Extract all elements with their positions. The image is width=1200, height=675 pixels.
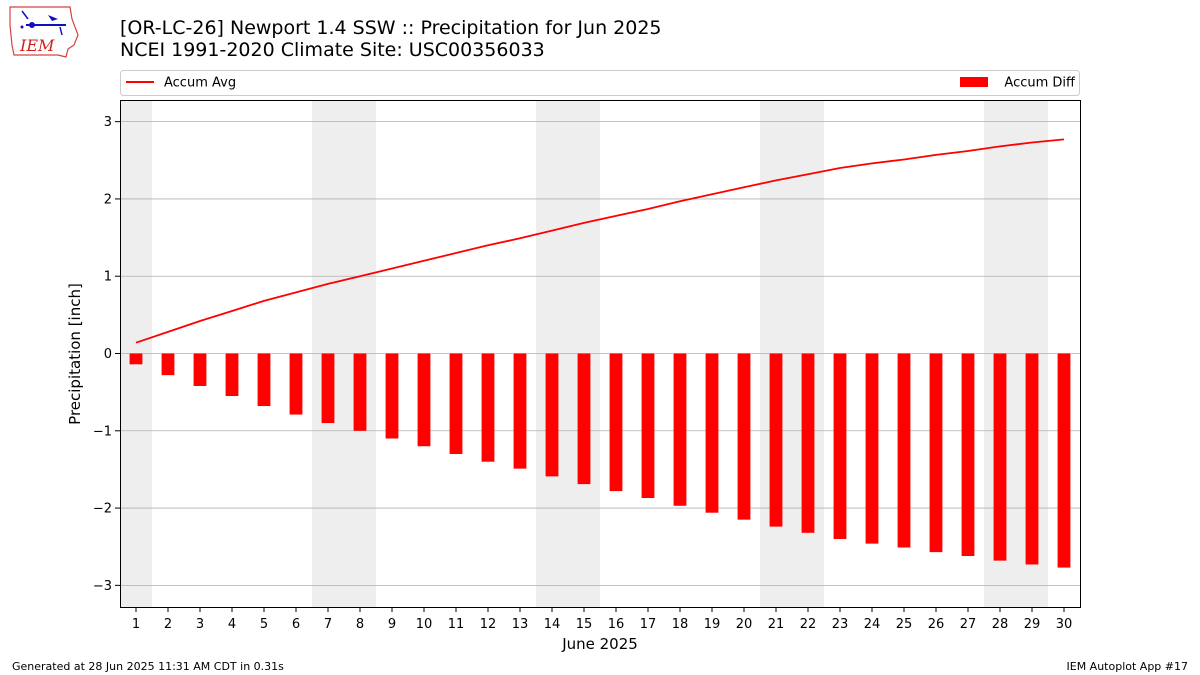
- accum-diff-bars: [129, 353, 1071, 568]
- x-tick-label: 20: [736, 617, 753, 632]
- accum-diff-bar: [673, 353, 687, 506]
- x-tick-label: 29: [1024, 617, 1041, 632]
- x-tick-label: 25: [896, 617, 913, 632]
- x-tick-label: 28: [992, 617, 1009, 632]
- x-tick-label: 22: [800, 617, 817, 632]
- accum-diff-bar: [897, 353, 911, 548]
- x-tick-label: 11: [448, 617, 465, 632]
- accum-diff-bar: [193, 353, 207, 386]
- x-axis-label: June 2025: [561, 635, 638, 653]
- accum-diff-bar: [353, 353, 367, 431]
- chart-title: [OR-LC-26] Newport 1.4 SSW :: Precipitat…: [120, 17, 662, 39]
- iem-logo-icon: IEM: [9, 6, 79, 58]
- logo-text: IEM: [19, 36, 55, 55]
- accum-diff-bar: [737, 353, 751, 520]
- y-tick-label: 0: [104, 347, 112, 362]
- accum-diff-bar: [321, 353, 335, 424]
- x-tick-label: 17: [640, 617, 657, 632]
- x-tick-label: 6: [292, 617, 300, 632]
- accum-diff-bar: [225, 353, 239, 397]
- x-tick-label: 2: [164, 617, 172, 632]
- accum-diff-bar: [769, 353, 783, 527]
- x-tick-label: 4: [228, 617, 236, 632]
- legend-accum-avg: Accum Avg: [164, 76, 236, 91]
- accum-diff-bar: [545, 353, 559, 477]
- x-tick-label: 5: [260, 617, 268, 632]
- accum-diff-bar: [417, 353, 431, 447]
- chart-subtitle: NCEI 1991-2020 Climate Site: USC00356033: [120, 39, 545, 61]
- generated-timestamp: Generated at 28 Jun 2025 11:31 AM CDT in…: [12, 660, 284, 673]
- y-axis-label: Precipitation [inch]: [66, 283, 84, 425]
- x-tick-label: 12: [480, 617, 497, 632]
- iem-logo: IEM: [8, 5, 80, 59]
- accum-diff-bar: [385, 353, 399, 439]
- x-tick-label: 18: [672, 617, 689, 632]
- accum-diff-bar: [833, 353, 847, 539]
- accum-diff-bar: [865, 353, 879, 544]
- y-tick-label: 2: [104, 192, 112, 207]
- x-tick-label: 14: [544, 617, 561, 632]
- x-tick-label: 24: [864, 617, 881, 632]
- legend-bar-swatch: [960, 77, 988, 87]
- x-tick-label: 16: [608, 617, 625, 632]
- x-tick-label: 30: [1056, 617, 1073, 632]
- accum-diff-bar: [577, 353, 591, 485]
- y-gridlines: [120, 121, 1080, 586]
- y-tick-label: −2: [93, 502, 112, 517]
- legend-accum-diff: Accum Diff: [1004, 76, 1076, 91]
- x-tick-label: 1: [132, 617, 140, 632]
- x-tick-label: 13: [512, 617, 529, 632]
- x-tick-label: 19: [704, 617, 721, 632]
- y-tick-label: −3: [93, 579, 112, 594]
- accum-diff-bar: [481, 353, 495, 462]
- x-tick-label: 26: [928, 617, 945, 632]
- accum-diff-bar: [257, 353, 271, 407]
- x-tick-label: 27: [960, 617, 977, 632]
- accum-diff-bar: [1025, 353, 1039, 565]
- accum-diff-bar: [801, 353, 815, 533]
- x-tick-label: 10: [416, 617, 433, 632]
- y-tick-label: −1: [93, 424, 112, 439]
- accum-diff-bar: [129, 353, 143, 365]
- legend-box: Accum Avg Accum Diff: [120, 70, 1080, 96]
- accum-diff-bar: [1057, 353, 1071, 568]
- accum-diff-bar: [449, 353, 463, 454]
- plot-frame: [120, 100, 1081, 608]
- accum-diff-bar: [929, 353, 943, 553]
- x-tick-label: 23: [832, 617, 849, 632]
- accum-diff-bar: [993, 353, 1007, 561]
- x-tick-label: 15: [576, 617, 593, 632]
- x-tick-label: 21: [768, 617, 785, 632]
- accum-diff-bar: [961, 353, 975, 556]
- y-tick-label: 3: [104, 115, 112, 130]
- app-credit: IEM Autoplot App #17: [1066, 660, 1189, 673]
- accum-diff-bar: [513, 353, 527, 469]
- x-tick-label: 9: [388, 617, 396, 632]
- x-tick-label: 7: [324, 617, 332, 632]
- accum-diff-bar: [161, 353, 175, 376]
- x-axis: 1 2 3 4 5 6 7 8 9 10 11 12 13 14 15 16 17 18 19 20 21 22 23 24 2…: [132, 607, 1072, 632]
- x-tick-label: 8: [356, 617, 364, 632]
- accum-diff-bar: [641, 353, 655, 499]
- accum-diff-bar: [289, 353, 303, 415]
- accum-diff-bar: [609, 353, 623, 492]
- y-axis: 3 2 1 0 −1 −2 −3: [93, 115, 120, 594]
- y-tick-label: 1: [104, 270, 112, 285]
- accum-avg-line: [135, 138, 1065, 344]
- accum-diff-bar: [705, 353, 719, 513]
- x-tick-label: 3: [196, 617, 204, 632]
